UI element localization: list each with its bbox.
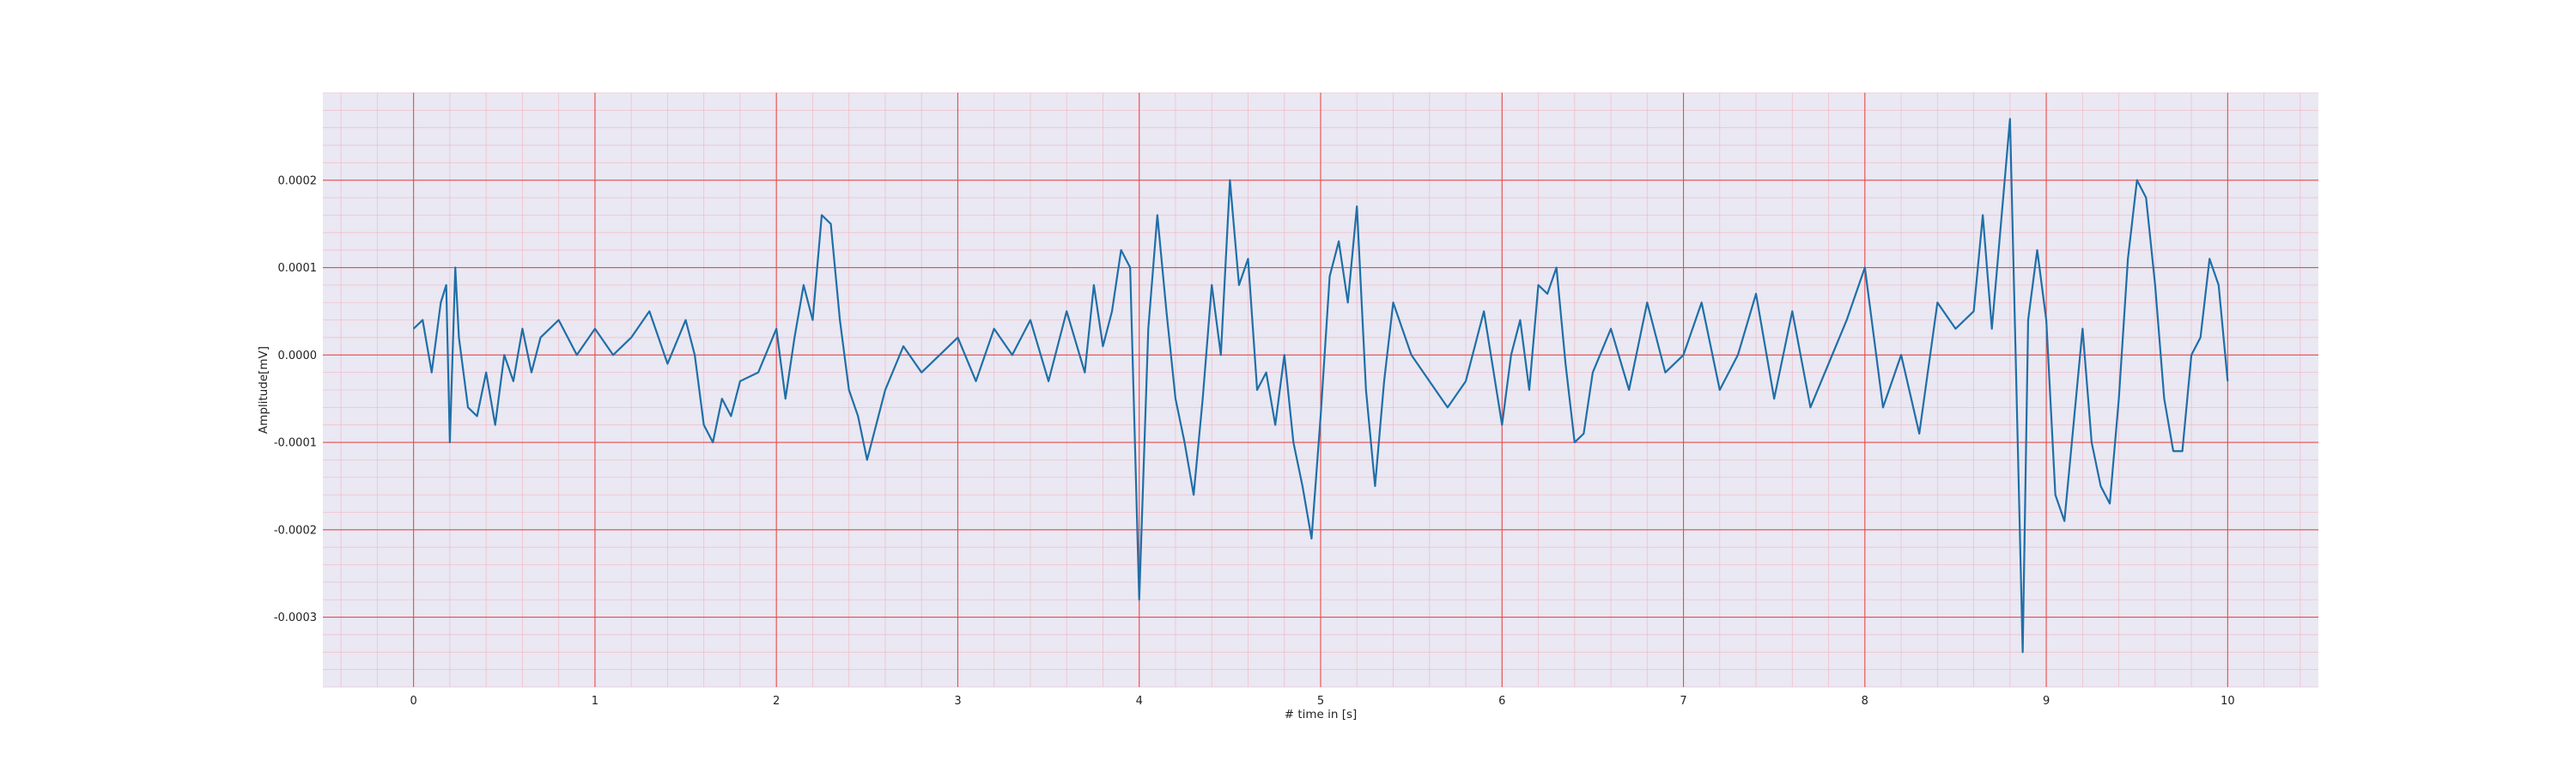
x-tick-label: 3 xyxy=(954,695,961,708)
x-axis-ticks: 0 1 2 3 4 5 6 7 8 9 10 xyxy=(410,695,2234,708)
x-tick-label: 10 xyxy=(2221,695,2235,708)
x-tick-label: 7 xyxy=(1680,695,1686,708)
y-tick-label: 0.0000 xyxy=(278,350,318,362)
y-axis-label: Amplitude[mV] xyxy=(257,346,270,434)
y-tick-label: 0.0001 xyxy=(278,262,318,275)
x-tick-label: 5 xyxy=(1317,695,1324,708)
x-tick-label: 0 xyxy=(410,695,416,708)
y-tick-label: 0.0002 xyxy=(278,174,318,187)
y-tick-label: -0.0002 xyxy=(274,524,317,537)
x-tick-label: 6 xyxy=(1498,695,1505,708)
y-tick-label: -0.0003 xyxy=(274,612,317,624)
x-tick-label: 8 xyxy=(1862,695,1868,708)
x-tick-label: 2 xyxy=(773,695,780,708)
x-axis-label: # time in [s] xyxy=(1285,708,1358,721)
x-tick-label: 1 xyxy=(592,695,598,708)
y-axis-ticks: -0.0003 -0.0002 -0.0001 0.0000 0.0001 0.0002 xyxy=(274,174,317,624)
x-tick-label: 9 xyxy=(2043,695,2050,708)
y-tick-label: -0.0001 xyxy=(274,437,317,450)
series-line xyxy=(412,118,2229,654)
major-grid xyxy=(323,93,2318,687)
x-tick-label: 4 xyxy=(1136,695,1143,708)
